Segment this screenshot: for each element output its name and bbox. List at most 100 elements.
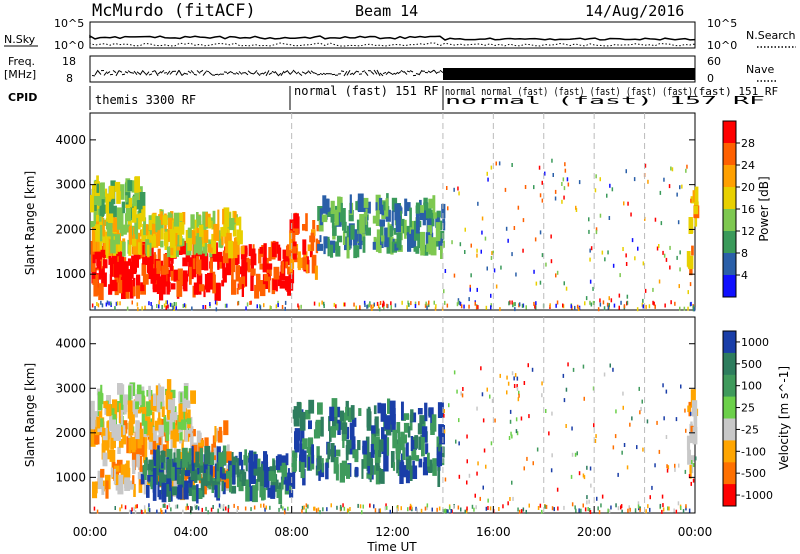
data-cell	[379, 508, 381, 513]
data-cell	[423, 244, 429, 256]
data-cell	[237, 506, 239, 510]
data-cell	[448, 403, 450, 408]
data-cell	[143, 505, 146, 510]
data-cell	[409, 414, 413, 431]
data-cell	[589, 248, 591, 253]
data-cell	[175, 306, 177, 311]
data-cell	[131, 255, 137, 273]
data-cell	[383, 453, 389, 472]
power-boundary-lines	[291, 113, 646, 310]
data-cell	[97, 418, 104, 428]
data-cell	[574, 452, 577, 457]
data-cell	[506, 390, 508, 395]
data-cell	[522, 248, 524, 253]
data-cell	[289, 233, 292, 251]
colorbar-tick-label: 500	[741, 358, 762, 371]
data-cell	[172, 412, 178, 421]
data-cell	[300, 304, 302, 309]
data-cell	[680, 506, 682, 510]
x-axis-label: Time UT	[366, 540, 417, 554]
data-cell	[139, 455, 143, 471]
data-cell	[277, 247, 282, 261]
data-cell	[124, 505, 127, 510]
data-cell	[391, 241, 397, 253]
freq-line	[409, 70, 414, 73]
nsky-line	[89, 34, 696, 41]
data-cell	[165, 421, 170, 441]
data-cell	[396, 508, 398, 513]
data-cell	[378, 439, 384, 452]
data-cell	[284, 462, 288, 479]
data-cell	[113, 468, 116, 485]
data-cell	[222, 267, 227, 283]
freq-line	[391, 72, 396, 76]
data-cell	[513, 226, 516, 230]
data-cell	[433, 212, 437, 219]
data-cell	[210, 507, 213, 512]
freq-line	[385, 71, 390, 75]
data-cell	[395, 444, 401, 460]
data-cell	[470, 273, 472, 278]
data-cell	[140, 390, 145, 408]
data-cell	[424, 506, 427, 511]
data-cell	[485, 305, 488, 310]
data-cell	[172, 305, 174, 310]
data-cell	[96, 183, 100, 193]
data-cell	[618, 293, 621, 298]
data-cell	[147, 421, 153, 436]
freq-line	[370, 71, 375, 75]
data-cell	[111, 414, 117, 422]
data-cell	[268, 247, 272, 262]
data-cell	[232, 241, 238, 259]
data-cell	[113, 463, 120, 481]
data-cell	[626, 465, 629, 470]
data-cell	[311, 254, 317, 274]
freq-band	[443, 68, 695, 80]
freq-line	[286, 69, 291, 75]
data-cell	[431, 209, 435, 227]
data-cell	[380, 226, 384, 244]
data-cell	[156, 229, 161, 246]
data-cell	[308, 420, 312, 430]
data-cell	[182, 398, 187, 412]
data-cell	[217, 508, 219, 513]
data-cell	[396, 232, 402, 248]
data-cell	[133, 506, 135, 511]
data-cell	[159, 386, 165, 402]
data-cell	[405, 225, 410, 233]
data-cell	[669, 265, 671, 270]
y-tick-label: 4000	[55, 337, 86, 351]
nsky-trace	[89, 34, 696, 47]
data-cell	[174, 425, 179, 442]
data-cell	[576, 451, 578, 456]
data-cell	[299, 454, 305, 464]
data-cell	[631, 238, 634, 243]
data-cell	[202, 246, 206, 254]
freq-line	[97, 70, 102, 75]
data-cell	[481, 216, 484, 221]
data-cell	[204, 242, 208, 257]
data-cell	[343, 221, 347, 234]
data-cell	[245, 262, 250, 270]
data-cell	[289, 219, 296, 237]
data-cell	[437, 467, 441, 487]
data-cell	[685, 504, 687, 509]
data-cell	[378, 468, 382, 483]
data-cell	[541, 393, 543, 398]
data-cell	[421, 415, 426, 434]
data-cell	[90, 413, 96, 430]
data-cell	[453, 273, 456, 278]
data-cell	[309, 446, 313, 458]
data-cell	[606, 302, 609, 307]
colorbar-cell	[723, 187, 736, 210]
colorbar-tick-label: 12	[741, 225, 755, 238]
freq-tick-bottom: 8	[66, 72, 73, 85]
data-cell	[379, 219, 385, 227]
data-cell	[235, 265, 240, 282]
data-cell	[574, 505, 576, 510]
data-cell	[97, 191, 103, 206]
freq-line	[127, 70, 132, 74]
cpid-entry-fast-151: (fast) 151 RF	[692, 85, 778, 98]
data-cell	[500, 265, 502, 270]
data-cell	[620, 504, 623, 509]
